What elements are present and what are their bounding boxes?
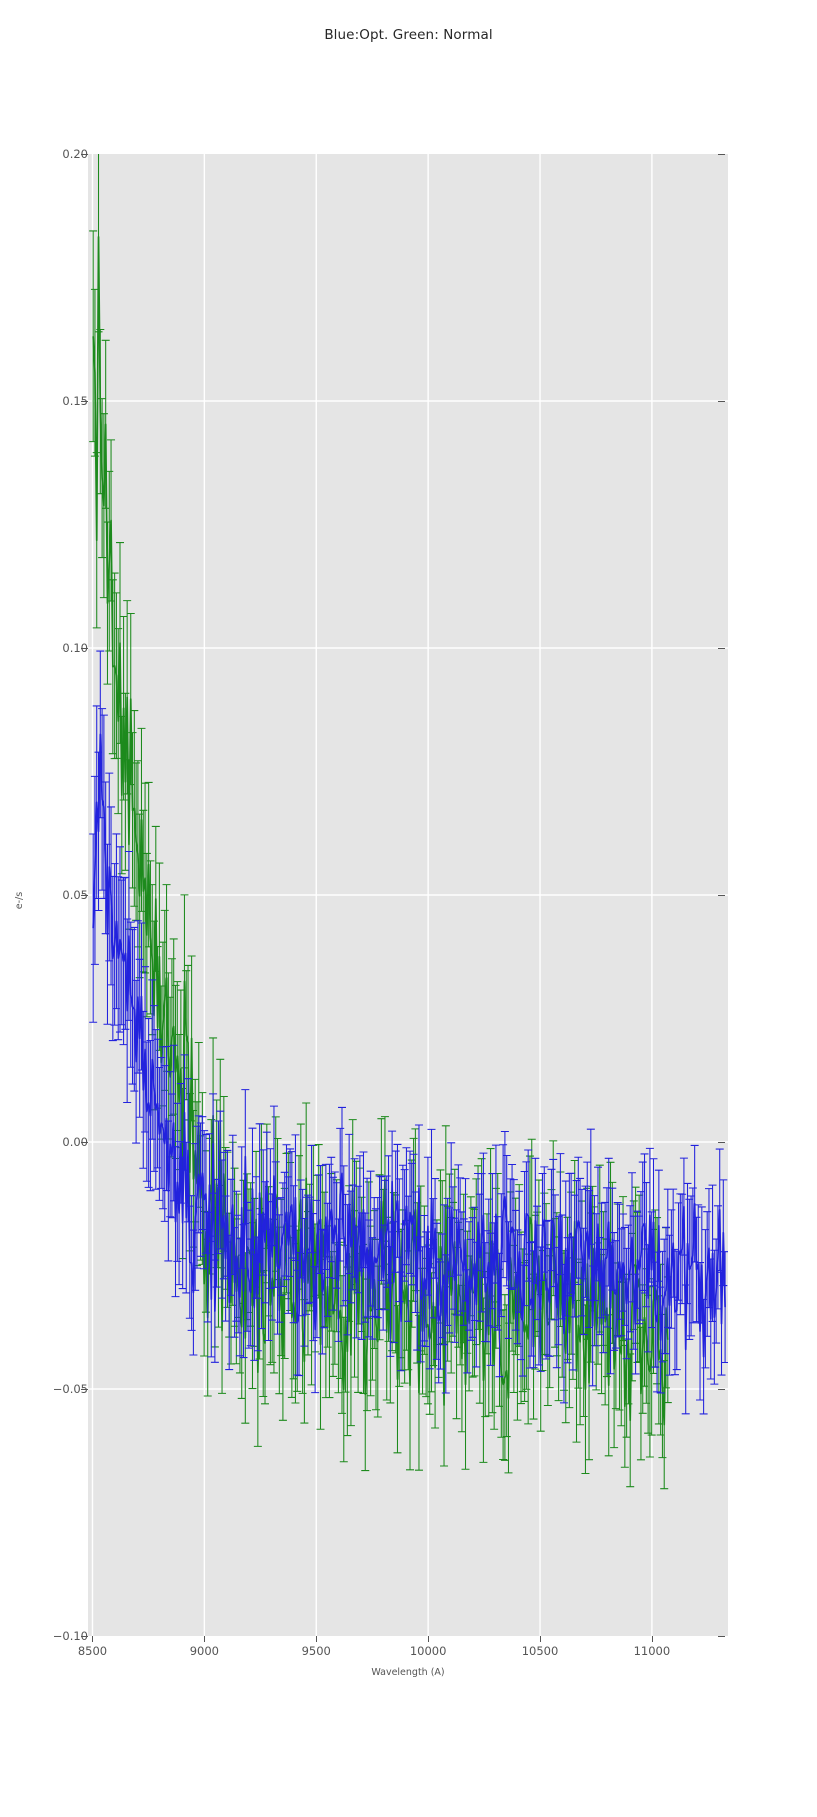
plot-svg [88, 154, 728, 1636]
y-tick-mark-right [718, 1142, 725, 1143]
gridlines [88, 154, 728, 1636]
y-axis-tick-column: −0.10 −0.05 0.00 0.05 0.10 0.15 0.20 [10, 0, 88, 1817]
y-tick-mark-right [718, 895, 725, 896]
y-tick-mark [81, 154, 88, 155]
y-tick-label: 0.10 [62, 641, 88, 655]
x-tick-label: 8500 [77, 1644, 108, 1658]
x-tick-label: 10500 [521, 1644, 559, 1658]
y-tick-label: 0.00 [62, 1135, 88, 1149]
x-tick-mark [428, 1636, 430, 1642]
x-tick-label: 11000 [633, 1644, 671, 1658]
x-tick-mark [316, 1636, 318, 1642]
y-tick-mark-right [718, 648, 725, 649]
y-tick-label: 0.20 [62, 147, 88, 161]
series-green-normal [89, 154, 672, 1490]
x-tick-mark [651, 1636, 653, 1642]
y-tick-mark-right [718, 1389, 725, 1390]
y-tick-label: 0.05 [62, 888, 88, 902]
plot-area [88, 154, 728, 1636]
y-tick-mark [81, 401, 88, 402]
x-tick-mark [92, 1636, 94, 1642]
chart-title: Blue:Opt. Green: Normal [324, 27, 493, 43]
y-tick-label: −0.10 [52, 1629, 88, 1643]
y-tick-mark [81, 1389, 88, 1390]
y-axis-label: e-/s [0, 891, 40, 910]
y-axis-label-text: e-/s [14, 891, 26, 910]
x-axis-label: Wavelength (A) [371, 1667, 445, 1678]
y-tick-label: 0.15 [62, 394, 88, 408]
y-tick-mark [81, 1636, 88, 1637]
series-blue-optimal [89, 650, 728, 1415]
x-tick-label: 10000 [409, 1644, 447, 1658]
x-tick-mark [540, 1636, 542, 1642]
y-tick-mark-right [718, 401, 725, 402]
y-tick-mark-right [718, 154, 725, 155]
x-tick-label: 9000 [189, 1644, 219, 1658]
y-tick-mark [81, 895, 88, 896]
x-tick-label: 9500 [301, 1644, 331, 1658]
y-tick-mark [81, 1142, 88, 1143]
x-tick-mark [204, 1636, 206, 1642]
y-tick-mark [81, 648, 88, 649]
y-tick-label: −0.05 [52, 1382, 88, 1396]
y-tick-mark-right [718, 1636, 725, 1637]
